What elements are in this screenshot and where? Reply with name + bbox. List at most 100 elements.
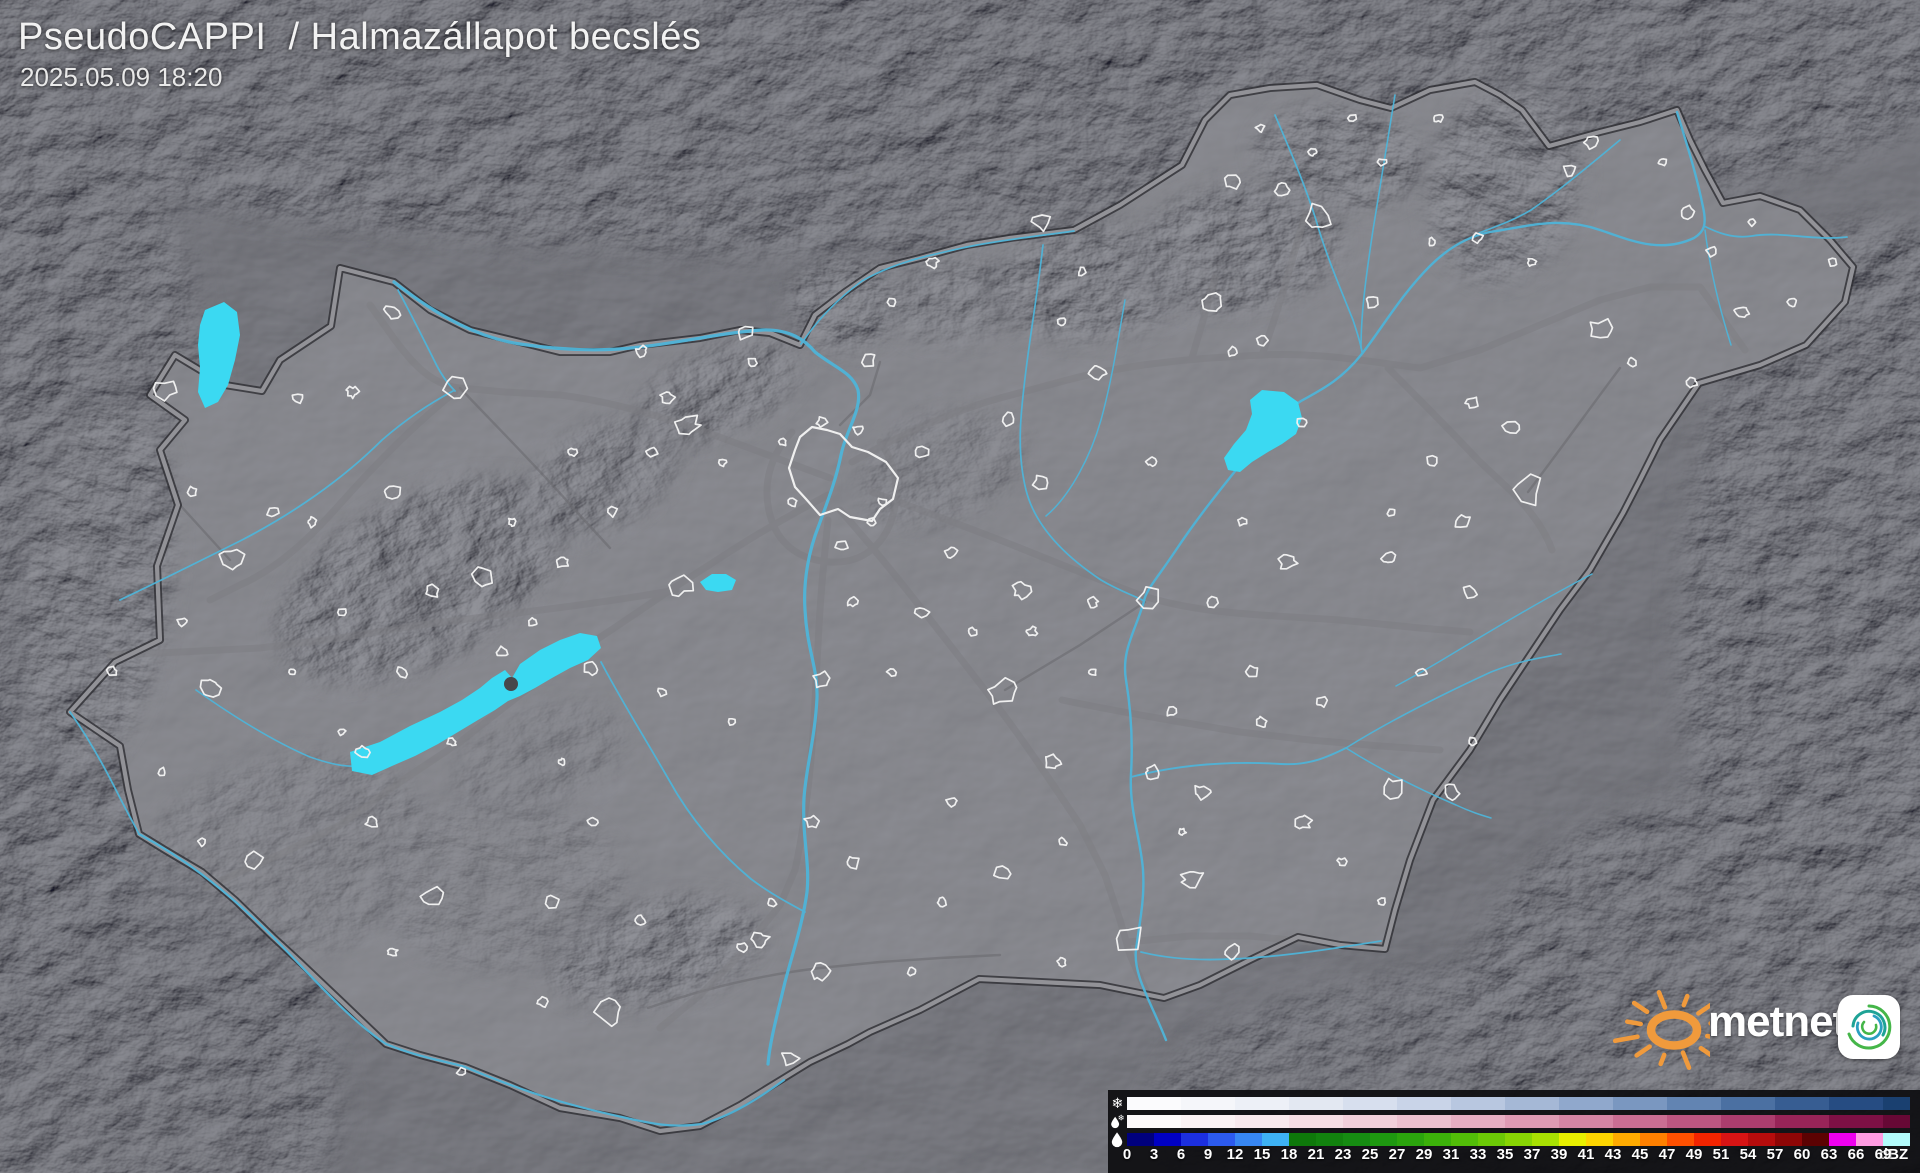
legend-color-step xyxy=(1478,1133,1505,1146)
town-outline xyxy=(1444,783,1461,802)
legend-color-step xyxy=(1316,1115,1343,1128)
town-outline xyxy=(780,1052,801,1067)
town-outline xyxy=(656,687,668,698)
legend-color-step xyxy=(1397,1133,1424,1146)
town-outline xyxy=(634,914,647,926)
town-outline xyxy=(1454,514,1471,528)
town-outline xyxy=(1044,753,1063,770)
town-outline xyxy=(455,1066,467,1076)
legend-color-step xyxy=(1883,1097,1910,1110)
legend-color-step xyxy=(1478,1115,1505,1128)
town-outline xyxy=(606,505,619,519)
legend-color-step xyxy=(1613,1097,1640,1110)
town-outline xyxy=(495,645,509,657)
legend-color-step xyxy=(1586,1133,1613,1146)
mountain-range xyxy=(278,478,562,682)
town-outline xyxy=(913,607,931,619)
mountain-range xyxy=(787,254,903,350)
legend-color-step xyxy=(1532,1115,1559,1128)
town-outline xyxy=(1827,257,1838,268)
legend-color-step xyxy=(1775,1097,1802,1110)
legend-color-step xyxy=(1694,1133,1721,1146)
legend-color-step xyxy=(1667,1133,1694,1146)
logo-text: metnet xyxy=(1708,997,1847,1046)
town-outline xyxy=(1589,317,1614,339)
town-outline xyxy=(886,297,897,308)
legend-color-step xyxy=(1883,1115,1910,1128)
legend-color-step xyxy=(1154,1097,1181,1110)
legend-color-step xyxy=(1856,1133,1883,1146)
legend-color-step xyxy=(1235,1133,1262,1146)
legend-color-step xyxy=(1343,1097,1370,1110)
legend-tick: 23 xyxy=(1334,1146,1352,1163)
raindrop-icon xyxy=(1109,1131,1126,1148)
legend-color-step xyxy=(1613,1115,1640,1128)
legend-bar-snowflake xyxy=(1127,1097,1910,1110)
legend-tick: 25 xyxy=(1361,1146,1379,1163)
legend-color-step xyxy=(1289,1133,1316,1146)
legend-tick: 43 xyxy=(1604,1146,1622,1163)
legend-tick: 33 xyxy=(1469,1146,1487,1163)
town-outline xyxy=(1433,113,1444,123)
legend-color-step xyxy=(1370,1115,1397,1128)
legend-color-step xyxy=(1802,1115,1829,1128)
river-szamos xyxy=(1703,225,1848,239)
legend-tick: 29 xyxy=(1415,1146,1433,1163)
town-outline xyxy=(747,357,758,368)
town-outline xyxy=(583,660,599,677)
mountain-range xyxy=(16,396,174,774)
town-outline xyxy=(1077,266,1087,277)
legend-color-step xyxy=(1370,1097,1397,1110)
legend-color-step xyxy=(1721,1133,1748,1146)
river-raba xyxy=(119,390,454,601)
town-outline xyxy=(803,814,821,829)
town-outline xyxy=(1194,784,1212,801)
town-outline xyxy=(992,865,1012,880)
river-berettyo xyxy=(1395,573,1593,687)
legend-color-step xyxy=(1802,1133,1829,1146)
motorway-m3 xyxy=(848,283,1749,466)
mountain-range xyxy=(522,418,678,538)
town-outline xyxy=(1296,417,1308,428)
town-outline xyxy=(152,380,178,402)
town-outline xyxy=(1304,202,1332,229)
legend-color-step xyxy=(1775,1133,1802,1146)
town-outline xyxy=(1273,181,1291,197)
road-gyor-veszprem xyxy=(458,386,612,550)
town-outline xyxy=(1386,508,1396,517)
town-outline xyxy=(557,757,566,767)
town-outline xyxy=(1680,204,1696,221)
town-outline xyxy=(382,305,402,320)
page-title: PseudoCAPPI / Halmazállapot becslés xyxy=(18,16,702,58)
legend-color-step xyxy=(1478,1097,1505,1110)
mountains-inside xyxy=(16,83,1582,1006)
legend-color-step xyxy=(1424,1097,1451,1110)
road-pecs-baja-szeged xyxy=(646,953,1002,1010)
town-outline xyxy=(1346,114,1358,123)
legend-tick: 60 xyxy=(1793,1146,1811,1163)
metnet-logo[interactable]: metnet xyxy=(1600,985,1920,1085)
legend-color-step xyxy=(1640,1133,1667,1146)
legend-tick: 21 xyxy=(1307,1146,1325,1163)
town-outline xyxy=(1277,553,1299,570)
legend-tick: 6 xyxy=(1176,1146,1186,1163)
legend-color-step xyxy=(1397,1115,1424,1128)
town-outline xyxy=(1657,158,1668,167)
town-outline xyxy=(634,344,648,359)
town-outline xyxy=(345,385,361,400)
town-outline xyxy=(1376,158,1388,167)
legend-color-step xyxy=(1559,1097,1586,1110)
town-outline xyxy=(1428,236,1436,247)
town-outline xyxy=(199,678,223,698)
river-drava xyxy=(137,832,786,1127)
legend-color-step xyxy=(1289,1115,1316,1128)
legend-tick: 57 xyxy=(1766,1146,1784,1163)
town-outline xyxy=(1144,456,1158,468)
legend-color-step xyxy=(1748,1097,1775,1110)
town-outline xyxy=(914,445,930,459)
metnet-app-icon[interactable] xyxy=(1838,995,1900,1059)
dbz-legend: dBZ ❄ ❄ 0 3 6 9 12 15 18 21 23 25 27 29 31 33 35 37 39 41 43… xyxy=(1108,1090,1920,1173)
town-outline xyxy=(1223,174,1242,190)
river-hernad xyxy=(1360,94,1396,349)
